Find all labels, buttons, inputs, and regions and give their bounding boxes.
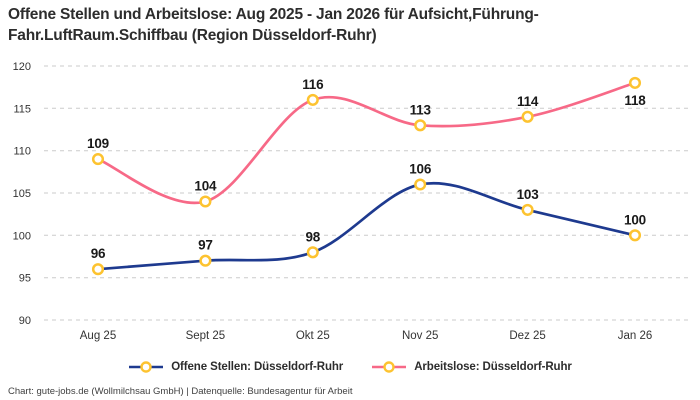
data-point-marker <box>306 246 319 259</box>
data-point-marker <box>628 229 642 242</box>
y-tick-label: 120 <box>13 61 31 73</box>
data-point-label: 97 <box>198 238 213 253</box>
x-tick-label: Nov 25 <box>402 330 438 342</box>
y-tick-label: 90 <box>19 315 31 327</box>
legend: Offene Stellen: Düsseldorf-Ruhr Arbeitsl… <box>0 360 700 374</box>
data-point-marker <box>91 263 105 276</box>
data-point-label: 109 <box>87 136 109 151</box>
data-point-label: 116 <box>302 77 324 92</box>
data-point-label: 118 <box>624 93 646 108</box>
data-point-label: 114 <box>517 94 539 109</box>
data-point-marker <box>199 254 212 267</box>
y-tick-label: 110 <box>13 146 31 158</box>
legend-label-offene-stellen: Offene Stellen: Düsseldorf-Ruhr <box>171 361 344 373</box>
chart-footer: Chart: gute-jobs.de (Wollmilchsau GmbH) … <box>8 386 353 397</box>
legend-swatch-offene-stellen-icon <box>129 361 164 373</box>
x-tick-label: Jan 26 <box>618 330 653 342</box>
data-point-label: 106 <box>409 162 432 177</box>
x-tick-label: Aug 25 <box>80 330 116 342</box>
data-point-marker <box>521 110 534 123</box>
data-point-marker <box>521 203 534 216</box>
x-tick-label: Okt 25 <box>296 330 330 342</box>
data-point-label: 103 <box>517 187 540 202</box>
x-tick-label: Sept 25 <box>186 330 226 342</box>
series-line-1 <box>96 81 637 205</box>
data-point-marker <box>628 76 642 89</box>
data-point-marker <box>414 119 427 132</box>
data-point-label: 113 <box>410 102 432 117</box>
data-point-marker <box>306 93 319 106</box>
y-tick-label: 95 <box>19 273 31 285</box>
data-point-marker <box>91 153 105 166</box>
legend-item-arbeitslose: Arbeitslose: Düsseldorf-Ruhr <box>371 360 572 374</box>
chart-title: Offene Stellen und Arbeitslose: Aug 2025… <box>8 6 539 44</box>
legend-swatch-arbeitslose-icon <box>372 361 407 373</box>
y-tick-label: 115 <box>13 103 31 115</box>
legend-label-arbeitslose: Arbeitslose: Düsseldorf-Ruhr <box>414 361 572 373</box>
legend-item-offene-stellen: Offene Stellen: Düsseldorf-Ruhr <box>128 360 343 374</box>
data-point-marker <box>199 195 212 208</box>
data-point-label: 98 <box>305 229 320 244</box>
data-point-label: 100 <box>624 212 646 227</box>
data-point-marker <box>414 178 427 191</box>
x-tick-label: Dez 25 <box>509 330 545 342</box>
y-tick-label: 100 <box>13 230 31 242</box>
y-tick-label: 105 <box>13 188 31 200</box>
data-point-label: 96 <box>91 246 106 261</box>
series-line-0 <box>96 181 637 271</box>
data-point-label: 104 <box>194 179 217 194</box>
